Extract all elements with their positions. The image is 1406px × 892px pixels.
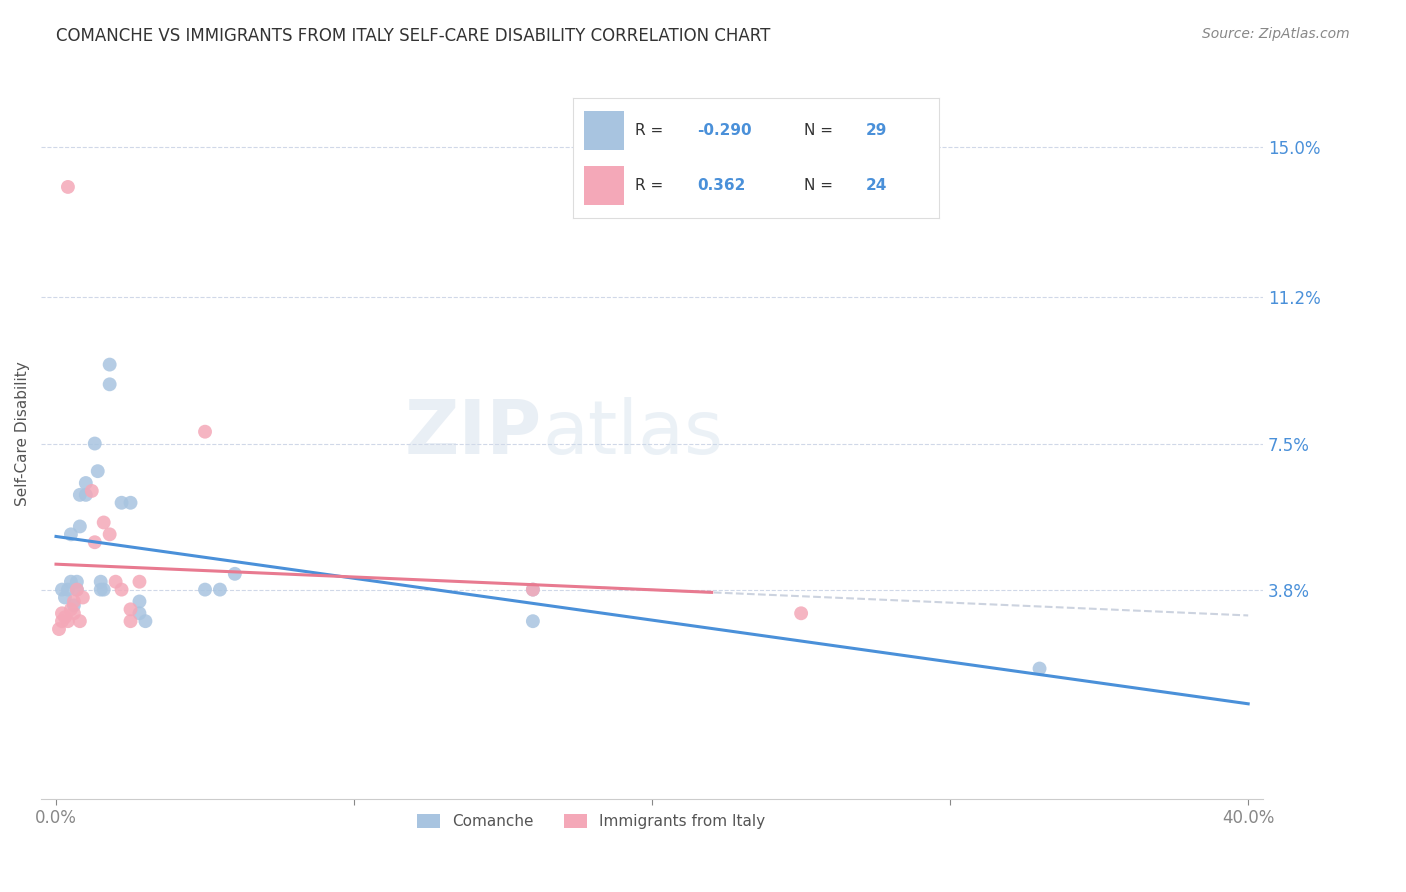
Point <box>120 496 142 510</box>
Point <box>98 377 121 392</box>
Point <box>59 574 82 589</box>
Point <box>790 607 813 621</box>
Point <box>110 582 132 597</box>
Point <box>98 527 121 541</box>
Point <box>120 614 142 628</box>
Point <box>224 566 246 581</box>
Point <box>63 594 86 608</box>
Point <box>51 582 73 597</box>
Point <box>59 527 82 541</box>
Point <box>83 436 105 450</box>
Point <box>72 591 94 605</box>
Point <box>90 582 112 597</box>
Point <box>194 425 217 439</box>
Point <box>208 582 231 597</box>
Point <box>522 614 544 628</box>
Point <box>120 602 142 616</box>
Point <box>66 582 89 597</box>
Point <box>56 180 79 194</box>
Point <box>522 582 544 597</box>
Point <box>98 358 121 372</box>
Point <box>69 614 91 628</box>
Point <box>63 599 86 613</box>
Point <box>93 516 115 530</box>
Point <box>90 574 112 589</box>
Text: COMANCHE VS IMMIGRANTS FROM ITALY SELF-CARE DISABILITY CORRELATION CHART: COMANCHE VS IMMIGRANTS FROM ITALY SELF-C… <box>56 27 770 45</box>
Point <box>56 582 79 597</box>
Point <box>59 602 82 616</box>
Point <box>51 607 73 621</box>
Point <box>51 614 73 628</box>
Text: ZIP: ZIP <box>405 397 543 470</box>
Point <box>93 582 115 597</box>
Point <box>69 488 91 502</box>
Point <box>66 582 89 597</box>
Text: Source: ZipAtlas.com: Source: ZipAtlas.com <box>1202 27 1350 41</box>
Point <box>128 594 150 608</box>
Point <box>1028 662 1050 676</box>
Point <box>128 574 150 589</box>
Point <box>75 488 97 502</box>
Legend: Comanche, Immigrants from Italy: Comanche, Immigrants from Italy <box>411 808 772 835</box>
Point <box>48 622 70 636</box>
Point <box>104 574 127 589</box>
Point <box>110 496 132 510</box>
Point <box>75 476 97 491</box>
Point <box>83 535 105 549</box>
Point <box>53 591 76 605</box>
Point <box>56 614 79 628</box>
Point <box>134 614 156 628</box>
Point <box>53 610 76 624</box>
Point <box>194 582 217 597</box>
Point <box>87 464 110 478</box>
Point <box>128 607 150 621</box>
Point <box>63 607 86 621</box>
Point <box>522 582 544 597</box>
Point <box>80 483 103 498</box>
Text: atlas: atlas <box>543 397 723 470</box>
Point <box>66 574 89 589</box>
Point <box>69 519 91 533</box>
Y-axis label: Self-Care Disability: Self-Care Disability <box>15 361 30 506</box>
